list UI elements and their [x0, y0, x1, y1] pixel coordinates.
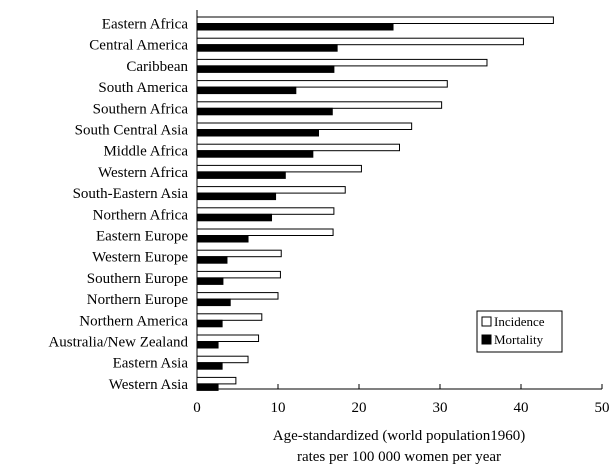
- bar-mortality-southern-europe: [196, 277, 224, 285]
- x-axis-label-line1: Age-standardized (world population1960): [273, 428, 525, 444]
- bar-mortality-northern-america: [196, 319, 223, 328]
- bar-mortality-eastern-asia: [196, 362, 223, 370]
- x-axis-label-line2: rates per 100 000 women per year: [297, 449, 501, 465]
- bar-incidence-northern-america: [196, 313, 263, 321]
- x-tick-label: 50: [595, 400, 610, 416]
- bar-mortality-south-eastern-asia: [196, 192, 277, 201]
- bar-mortality-eastern-africa: [196, 23, 394, 31]
- bar-incidence-northern-africa: [196, 207, 335, 215]
- bar-mortality-western-africa: [196, 171, 286, 179]
- bar-mortality-south-central-asia: [196, 129, 319, 137]
- category-label-caribbean: Caribbean: [126, 59, 188, 75]
- bar-incidence-middle-africa: [196, 143, 400, 152]
- bar-mortality-western-europe: [196, 256, 228, 264]
- x-tick-label: 30: [433, 400, 448, 416]
- bar-incidence-eastern-africa: [196, 16, 554, 24]
- x-axis: 0 10 20 30 40 50: [193, 384, 610, 416]
- bar-incidence-northern-europe: [196, 292, 279, 300]
- bars: [196, 16, 554, 391]
- x-tick-label: 40: [514, 400, 529, 416]
- bar-incidence-south-eastern-asia: [196, 186, 346, 194]
- category-label-eastern-africa: Eastern Africa: [102, 17, 189, 33]
- category-label-southern-europe: Southern Europe: [87, 271, 189, 287]
- bar-incidence-western-europe: [196, 249, 282, 258]
- x-tick-label: 0: [193, 400, 201, 416]
- bar-mortality-south-america: [196, 86, 297, 95]
- bar-incidence-eastern-europe: [196, 228, 334, 236]
- bar-incidence-southern-europe: [196, 270, 281, 279]
- bar-incidence-caribbean: [196, 58, 488, 67]
- category-label-middle-africa: Middle Africa: [103, 144, 188, 160]
- bar-incidence-southern-africa: [196, 101, 443, 109]
- bar-mortality-eastern-europe: [196, 235, 249, 243]
- bar-incidence-australia-new-zealand: [196, 334, 260, 342]
- bar-mortality-southern-africa: [196, 107, 333, 116]
- bar-incidence-south-central-asia: [196, 122, 413, 130]
- category-label-eastern-europe: Eastern Europe: [96, 229, 188, 245]
- bar-incidence-central-america: [196, 37, 524, 46]
- legend-swatch-incidence: [481, 316, 492, 327]
- x-tick-label: 20: [352, 400, 367, 416]
- category-label-south-eastern-asia: South-Eastern Asia: [73, 186, 189, 202]
- bar-mortality-northern-europe: [196, 298, 231, 307]
- bar-mortality-northern-africa: [196, 213, 273, 222]
- bar-mortality-australia-new-zealand: [196, 341, 219, 349]
- bar-incidence-south-america: [196, 80, 448, 88]
- category-label-south-central-asia: South Central Asia: [75, 123, 189, 139]
- legend-label-mortality: Mortality: [494, 332, 544, 347]
- category-label-western-europe: Western Europe: [92, 250, 188, 266]
- category-label-northern-africa: Northern Africa: [93, 207, 189, 223]
- x-tick-label: 10: [271, 400, 286, 416]
- category-label-southern-africa: Southern Africa: [93, 101, 189, 117]
- category-label-australia-new-zealand: Australia/New Zealand: [48, 335, 188, 351]
- category-label-western-africa: Western Africa: [98, 165, 188, 181]
- category-labels: Eastern Africa Central America Caribbean So…: [48, 17, 188, 393]
- bar-mortality-middle-africa: [196, 150, 314, 158]
- legend: Incidence Mortality: [476, 310, 563, 353]
- category-label-western-asia: Western Asia: [109, 377, 189, 393]
- bar-incidence-western-asia: [196, 376, 237, 385]
- category-label-eastern-asia: Eastern Asia: [113, 356, 189, 372]
- category-label-northern-europe: Northern Europe: [87, 292, 189, 308]
- bar-mortality-caribbean: [196, 65, 335, 73]
- category-label-northern-america: Northern America: [79, 313, 188, 329]
- bar-mortality-central-america: [196, 44, 338, 52]
- bar-incidence-eastern-asia: [196, 355, 249, 364]
- category-label-south-america: South America: [98, 80, 188, 96]
- legend-swatch-mortality: [481, 334, 492, 345]
- category-label-central-america: Central America: [89, 38, 188, 54]
- bar-incidence-western-africa: [196, 164, 362, 173]
- legend-label-incidence: Incidence: [494, 314, 545, 329]
